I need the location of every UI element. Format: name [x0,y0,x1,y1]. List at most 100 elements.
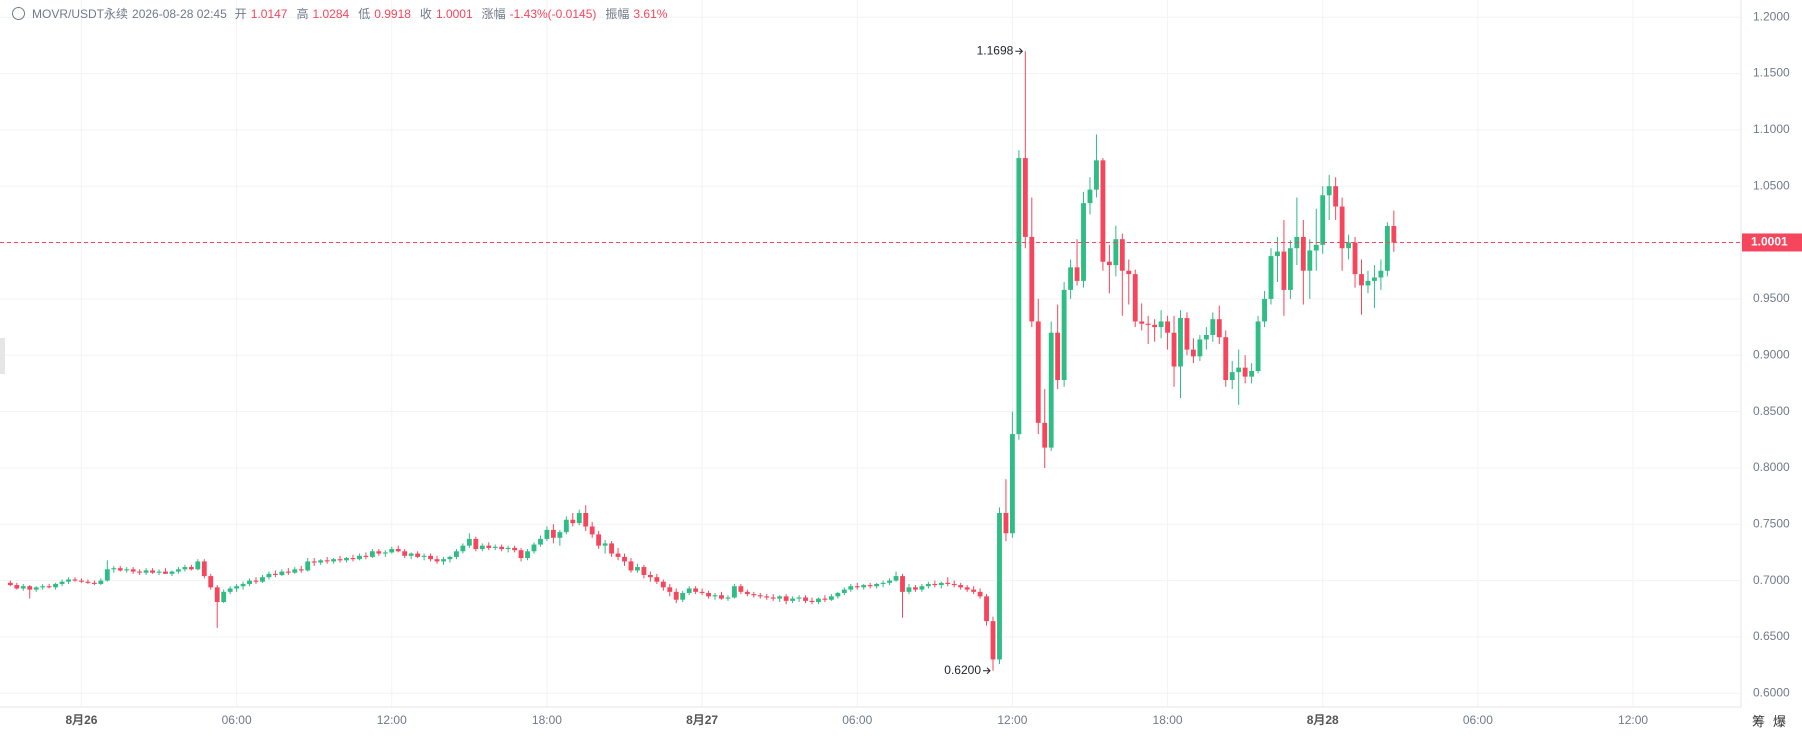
candle-body [1081,203,1086,281]
candle-body [1139,321,1145,324]
candle-body [738,586,744,592]
candle-body [292,569,298,573]
side-handle[interactable] [0,338,5,374]
candle-body [227,588,233,592]
y-tick-label: 0.8000 [1753,460,1790,474]
candle-body [699,591,705,593]
x-tick-label: 8月26 [65,713,97,727]
candle-body [98,580,104,584]
candle-body [376,551,382,554]
candle-body [693,588,699,592]
change-value: -1.43%(-0.0145) [509,6,597,21]
candle-body [828,596,834,600]
arrow [1015,47,1024,55]
label: 开 [234,7,247,21]
candle-body [357,555,362,560]
candle-body [46,586,52,588]
candle-body [583,512,589,527]
candle-body [958,585,964,588]
candle-body [408,553,414,556]
candle-body [719,595,724,599]
candle-body [576,512,582,524]
y-tick-label: 1.2000 [1753,9,1790,23]
candle-body [14,585,20,589]
candle-body [1061,289,1067,381]
x-tick-label: 8月28 [1307,713,1339,727]
candle-body [1042,422,1048,448]
candle-body [7,582,13,586]
candle-body [382,552,388,554]
candle-body [130,569,136,572]
candle-body [880,582,886,584]
x-tick-label: 12:00 [377,713,407,727]
candle-body [835,592,841,597]
candle-body [27,586,33,590]
candle-body [744,591,750,595]
candle-body [731,586,737,598]
candle-body [1029,236,1035,322]
candle-body [816,598,821,602]
y-tick-label: 0.9500 [1753,291,1790,305]
candle-body [434,559,440,562]
candle-body [331,559,337,562]
candle-body [1287,248,1293,290]
candle-body [1223,337,1229,381]
candle-body [990,621,996,660]
candle-body [900,576,905,592]
candle-body [111,568,117,570]
collapse-icon[interactable] [12,7,25,20]
candle-body [848,586,854,590]
tools: 筹爆 [1752,711,1794,730]
candle-body [53,583,59,588]
candle-body [221,591,227,602]
candle-body [59,581,65,584]
x-tick-label: 06:00 [222,713,252,727]
candle-body [512,547,518,551]
candle-body [887,580,892,583]
candle-body [234,586,240,589]
candle-body [466,538,472,546]
candle-body [20,586,26,589]
candle-body [1229,372,1235,381]
candle-body [363,555,369,557]
candle-body [40,586,46,588]
candle-body [1333,186,1339,207]
candle-body [1313,244,1319,251]
candle-body [1384,226,1390,271]
candle-body [1055,332,1061,381]
tool-button[interactable]: 筹 [1751,714,1773,729]
candle-body [163,571,168,574]
candle-body [673,591,679,600]
candle-body [1171,332,1177,367]
candle-body [1190,349,1196,357]
candle-body [596,534,602,546]
candle-body [1339,206,1345,249]
x-tick-label: 8月27 [686,713,718,727]
candle-body [977,591,983,597]
candle-body [757,595,763,597]
candle-body [453,551,459,557]
candle-body [951,583,957,586]
candle-body [305,561,311,571]
tool-button[interactable]: 爆 [1772,714,1794,729]
candle-body [1113,239,1119,266]
candle-body [79,580,84,582]
x-tick-label: 12:00 [997,713,1027,727]
candle-body [298,569,304,571]
candle-body [764,596,770,598]
candle-body [499,546,505,550]
candle-body [1048,332,1054,448]
candle-body [188,567,194,570]
candle-body [33,587,39,590]
candle-body [1003,512,1009,534]
candle-body [589,526,595,535]
candle-body [971,589,977,592]
candle-body [143,570,149,573]
candle-body [906,587,912,592]
candle-body [854,586,860,588]
candle-body [1203,334,1209,340]
candle-body [563,519,569,533]
candle-body [1320,195,1326,245]
candle-body [1268,256,1274,299]
